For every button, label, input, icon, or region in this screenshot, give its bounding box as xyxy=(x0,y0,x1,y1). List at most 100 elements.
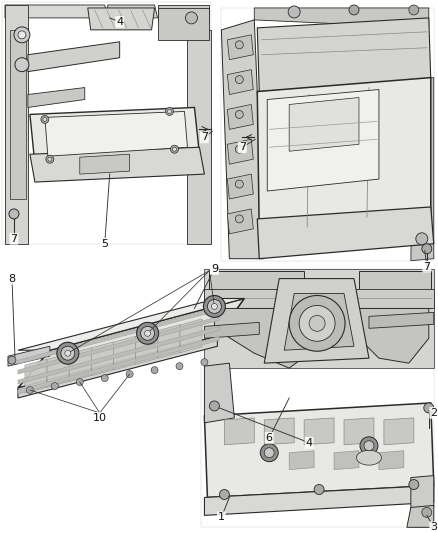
Circle shape xyxy=(137,322,159,344)
Polygon shape xyxy=(227,209,253,234)
Circle shape xyxy=(101,375,108,382)
Ellipse shape xyxy=(357,450,381,465)
Circle shape xyxy=(41,116,49,123)
Text: 3: 3 xyxy=(430,522,437,532)
Text: 7: 7 xyxy=(201,132,208,142)
Circle shape xyxy=(26,386,33,393)
Polygon shape xyxy=(334,451,359,470)
Polygon shape xyxy=(158,5,209,22)
Polygon shape xyxy=(384,418,414,445)
Circle shape xyxy=(167,109,172,114)
Polygon shape xyxy=(5,5,108,18)
Polygon shape xyxy=(264,279,369,363)
Polygon shape xyxy=(30,147,205,182)
Circle shape xyxy=(176,362,183,369)
Polygon shape xyxy=(10,30,26,199)
Circle shape xyxy=(422,244,432,254)
Text: 8: 8 xyxy=(8,273,15,284)
Circle shape xyxy=(260,444,278,462)
Polygon shape xyxy=(5,5,28,244)
Circle shape xyxy=(185,12,198,24)
Polygon shape xyxy=(227,35,253,60)
Polygon shape xyxy=(369,312,434,328)
Circle shape xyxy=(76,378,83,385)
Polygon shape xyxy=(205,269,434,368)
Polygon shape xyxy=(205,322,259,338)
Text: 5: 5 xyxy=(101,239,108,249)
Circle shape xyxy=(57,342,79,364)
Circle shape xyxy=(409,480,419,489)
Polygon shape xyxy=(267,90,379,191)
Circle shape xyxy=(14,27,30,43)
Circle shape xyxy=(299,305,335,341)
Polygon shape xyxy=(187,30,212,244)
Circle shape xyxy=(208,300,221,313)
Polygon shape xyxy=(18,326,219,384)
Circle shape xyxy=(43,117,47,122)
Text: 2: 2 xyxy=(430,408,437,418)
Polygon shape xyxy=(411,475,434,510)
Circle shape xyxy=(51,383,58,390)
Text: 1: 1 xyxy=(218,512,225,522)
Circle shape xyxy=(416,233,428,245)
Circle shape xyxy=(151,367,158,374)
Polygon shape xyxy=(180,319,202,353)
Polygon shape xyxy=(354,309,429,363)
Polygon shape xyxy=(205,363,234,423)
Text: 10: 10 xyxy=(93,413,107,423)
Circle shape xyxy=(314,484,324,495)
Circle shape xyxy=(201,359,208,366)
Circle shape xyxy=(145,330,151,336)
Circle shape xyxy=(235,110,244,118)
Polygon shape xyxy=(2,2,212,244)
Circle shape xyxy=(264,448,274,458)
Polygon shape xyxy=(80,154,130,174)
Polygon shape xyxy=(289,451,314,470)
Polygon shape xyxy=(289,98,359,151)
Polygon shape xyxy=(359,271,431,309)
Polygon shape xyxy=(28,42,120,71)
Polygon shape xyxy=(205,403,434,497)
Polygon shape xyxy=(18,336,219,394)
Circle shape xyxy=(424,403,434,413)
Polygon shape xyxy=(209,271,304,318)
Polygon shape xyxy=(257,78,431,234)
Polygon shape xyxy=(411,78,434,261)
Polygon shape xyxy=(18,317,219,374)
Polygon shape xyxy=(47,353,69,387)
Circle shape xyxy=(18,31,26,39)
Polygon shape xyxy=(8,346,50,366)
Polygon shape xyxy=(18,336,217,398)
Circle shape xyxy=(209,401,219,411)
Circle shape xyxy=(48,157,52,161)
Polygon shape xyxy=(201,269,434,527)
Polygon shape xyxy=(108,5,158,18)
Circle shape xyxy=(203,295,226,317)
Circle shape xyxy=(235,180,244,188)
Polygon shape xyxy=(30,108,199,164)
Text: 7: 7 xyxy=(239,142,246,152)
Circle shape xyxy=(364,441,374,451)
Circle shape xyxy=(15,58,29,71)
Circle shape xyxy=(235,41,244,49)
Polygon shape xyxy=(257,207,434,259)
Polygon shape xyxy=(221,8,434,261)
Text: 7: 7 xyxy=(11,234,18,244)
Polygon shape xyxy=(18,298,244,350)
Polygon shape xyxy=(158,8,209,40)
Circle shape xyxy=(173,147,177,151)
Text: 7: 7 xyxy=(423,262,431,272)
Polygon shape xyxy=(18,298,244,388)
Polygon shape xyxy=(205,486,434,515)
Polygon shape xyxy=(221,20,264,259)
Text: 9: 9 xyxy=(211,264,218,273)
Circle shape xyxy=(65,350,71,356)
Circle shape xyxy=(288,6,300,18)
Polygon shape xyxy=(92,342,113,376)
Circle shape xyxy=(141,326,155,340)
Circle shape xyxy=(349,5,359,15)
Circle shape xyxy=(235,76,244,84)
Polygon shape xyxy=(28,87,85,108)
Circle shape xyxy=(61,346,75,360)
Polygon shape xyxy=(45,111,187,156)
